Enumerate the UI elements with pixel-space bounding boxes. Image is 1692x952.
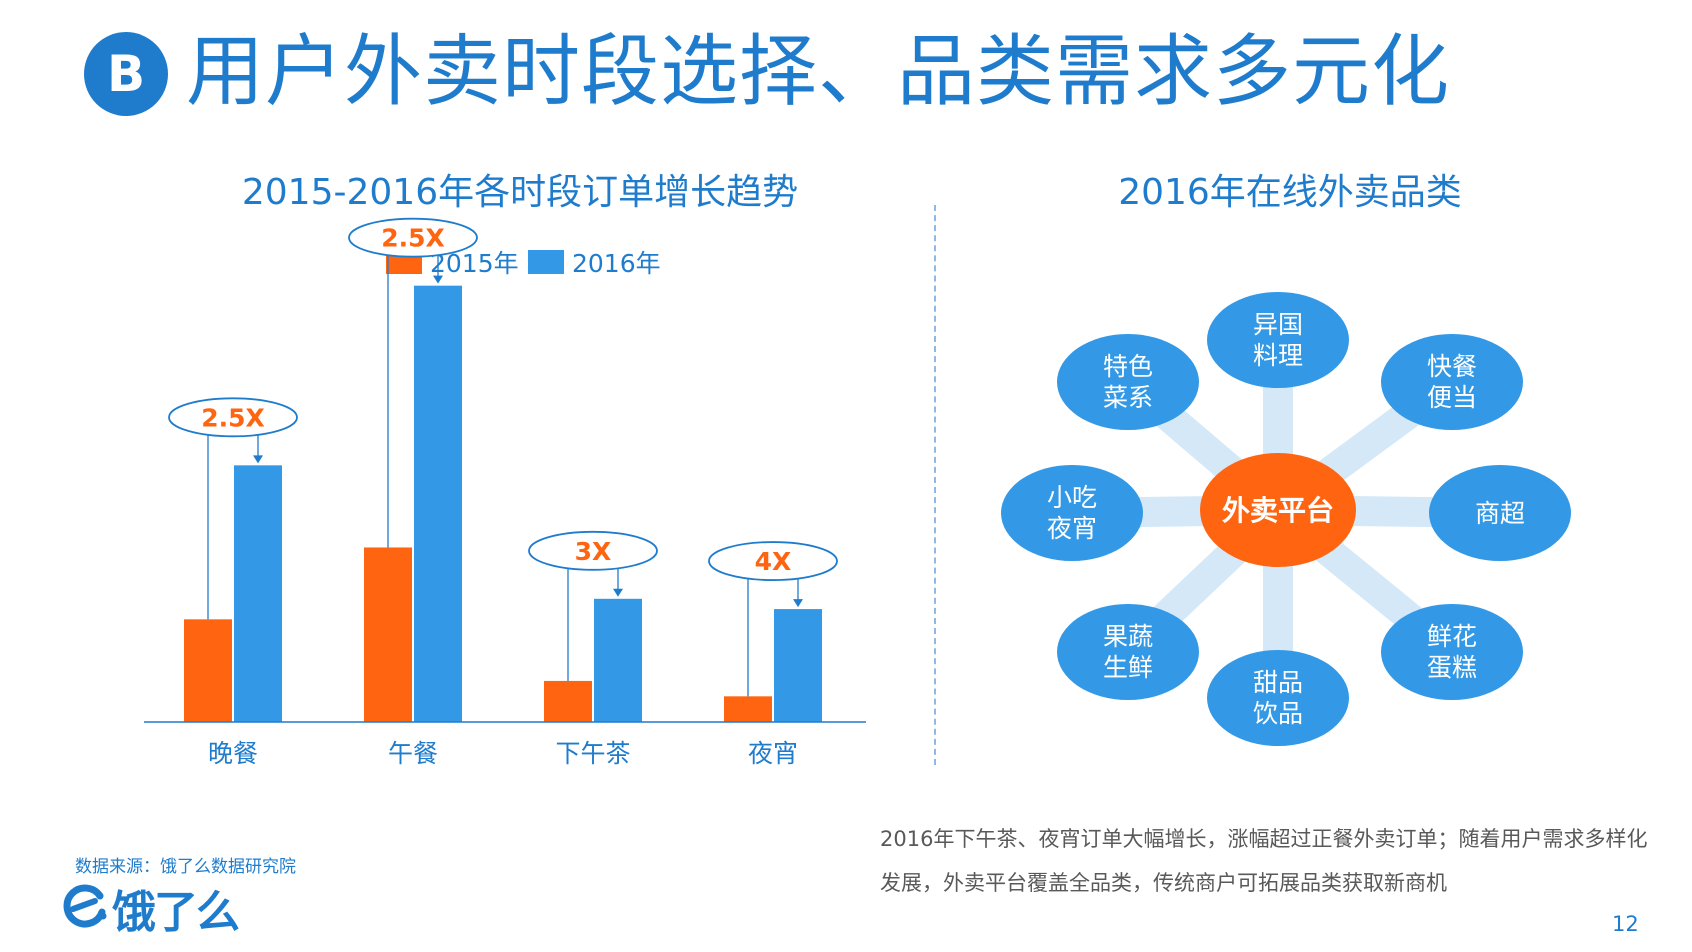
category-node-label: 小吃 (1046, 483, 1097, 512)
category-node: 异国 料理 (1207, 292, 1349, 388)
page-title: 用户外卖时段选择、品类需求多元化 (186, 27, 1451, 117)
category-node-label: 果蔬 (1102, 622, 1153, 651)
growth-annotation: 2.5X (168, 397, 298, 620)
category-node: 鲜花 蛋糕 (1381, 604, 1523, 700)
data-source: 数据来源：饿了么数据研究院 (75, 857, 296, 877)
category-node-label: 夜宵 (1046, 514, 1097, 543)
category-node-label: 料理 (1252, 341, 1303, 370)
x-tick-label: 下午茶 (555, 739, 630, 768)
category-node: 果蔬 生鲜 (1057, 604, 1199, 700)
section-badge: B (84, 32, 168, 116)
annotation-label: 2.5X (201, 403, 265, 432)
growth-annotation: 4X (708, 541, 838, 697)
category-node-label: 鲜花 (1426, 622, 1477, 651)
arrow-head (433, 275, 443, 284)
category-node: 小吃 夜宵 (1001, 465, 1143, 561)
bar-chart-title: 2015-2016年各时段订单增长趋势 (241, 172, 799, 213)
hub-center: 外卖平台 (1200, 453, 1356, 567)
category-node-label: 生鲜 (1102, 653, 1153, 682)
category-node-label: 便当 (1426, 383, 1477, 412)
bar-2015 (724, 696, 772, 722)
annotation-ellipse (168, 397, 298, 438)
annotation-ellipse (348, 217, 478, 258)
category-node: 商超 (1429, 465, 1571, 561)
eleme-logo: 饿了么 (62, 880, 282, 938)
category-node-label: 菜系 (1102, 383, 1153, 412)
bar-2016 (774, 609, 822, 722)
page-number: 12 (1612, 912, 1639, 936)
annotation-ellipse (528, 530, 658, 571)
category-node: 甜品 饮品 (1207, 650, 1349, 746)
eleme-logo-icon (63, 884, 107, 928)
growth-annotations: 2.5X 2.5X 3X 4X (168, 217, 838, 697)
growth-annotation: 3X (528, 530, 658, 681)
category-node: 特色 菜系 (1057, 334, 1199, 430)
annotation-label: 2.5X (381, 224, 445, 253)
bar-2016 (594, 598, 642, 722)
bar-2015 (364, 547, 412, 722)
bar-2015 (544, 680, 592, 722)
legend-item: 2016年 (528, 249, 661, 278)
legend-label: 2016年 (572, 249, 661, 278)
category-node-label: 蛋糕 (1426, 653, 1477, 682)
section-divider (934, 205, 936, 765)
legend-swatch (528, 250, 564, 274)
bar-series (184, 285, 822, 722)
x-tick-label: 晚餐 (208, 739, 258, 768)
hub-center-label: 外卖平台 (1221, 493, 1334, 527)
category-node-label: 特色 (1102, 352, 1153, 381)
growth-annotation: 2.5X (348, 217, 478, 548)
bar-2016 (234, 465, 282, 722)
bar-2016 (414, 285, 462, 722)
arrow-head (613, 588, 623, 597)
annotation-ellipse (708, 541, 838, 581)
x-tick-label: 午餐 (388, 739, 438, 768)
category-node-label: 快餐 (1426, 352, 1477, 381)
category-node-label: 饮品 (1252, 699, 1303, 728)
arrow-head (793, 599, 803, 608)
summary-text: 2016年下午茶、夜宵订单大幅增长，涨幅超过正餐外卖订单；随着用户需求多样化发展… (880, 827, 1648, 895)
category-node-label: 甜品 (1252, 668, 1303, 697)
category-node-label: 商超 (1474, 498, 1525, 528)
bar-2015 (184, 619, 232, 722)
annotation-label: 4X (755, 547, 792, 576)
annotation-label: 3X (575, 537, 612, 566)
category-chart-title: 2016年在线外卖品类 (1118, 172, 1462, 213)
arrow-head (253, 455, 263, 464)
category-node-label: 异国 (1252, 310, 1303, 339)
logo-text: 饿了么 (112, 887, 240, 938)
x-tick-label: 夜宵 (748, 739, 798, 768)
category-node: 快餐 便当 (1381, 334, 1523, 430)
x-axis: 晚餐 午餐 下午茶 夜宵 (144, 721, 866, 768)
